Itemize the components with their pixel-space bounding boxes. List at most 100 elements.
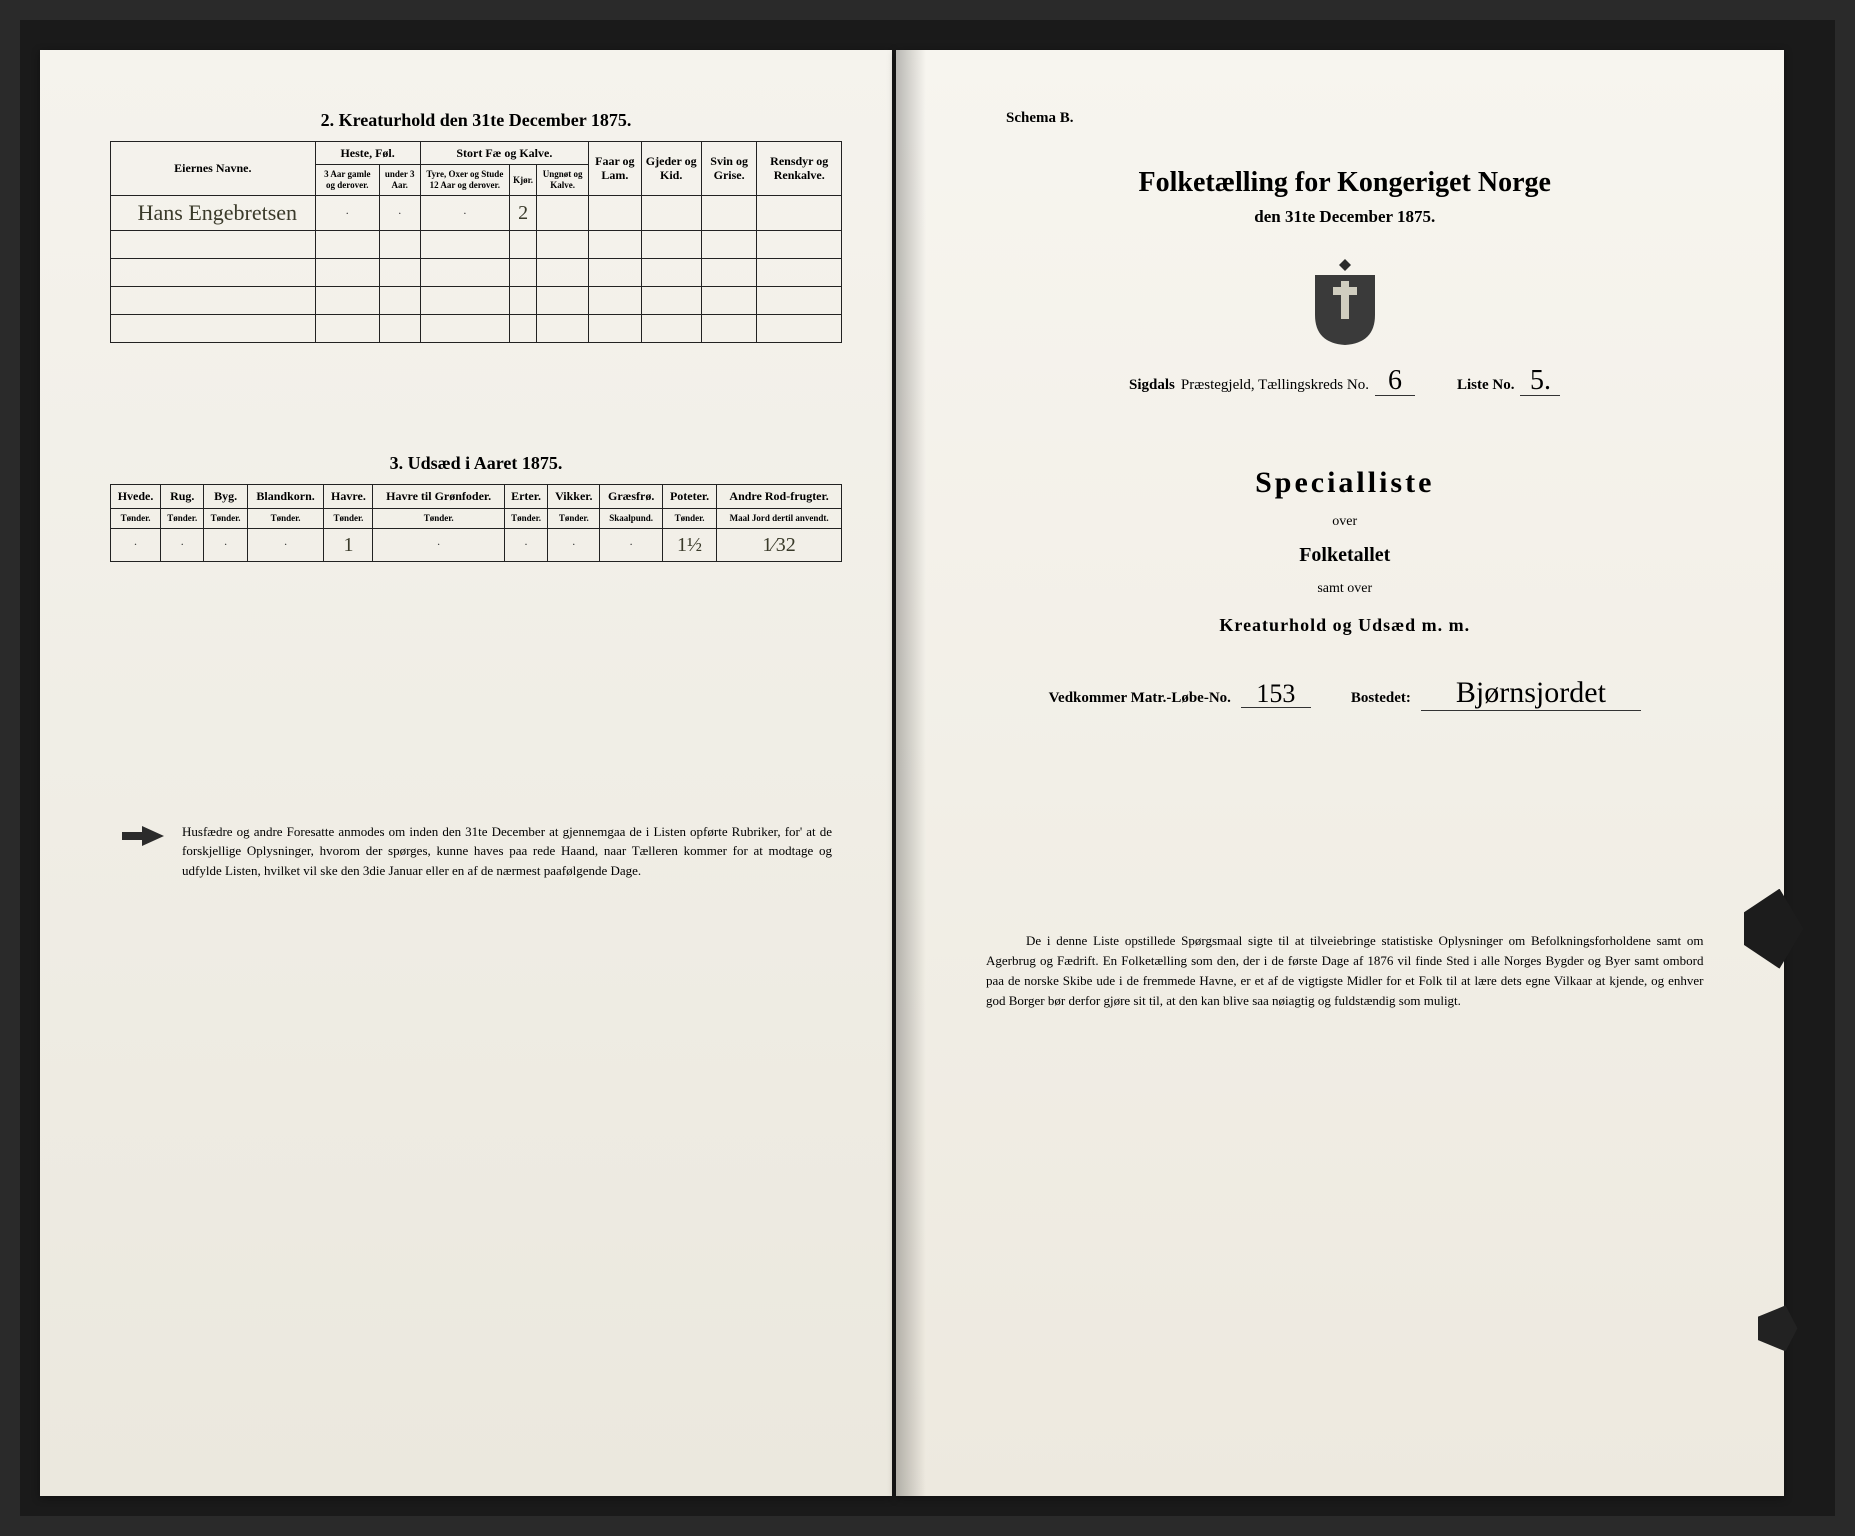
- col-cow: Kjør.: [510, 165, 537, 196]
- page-fold-icon: [1744, 889, 1804, 969]
- kreds-number: 6: [1375, 367, 1415, 396]
- cell: ·: [504, 528, 547, 561]
- table-row: Tønder. Tønder. Tønder. Tønder. Tønder. …: [111, 508, 842, 528]
- col-graesfro: Græsfrø.: [600, 485, 663, 508]
- col-vikker: Vikker.: [548, 485, 600, 508]
- col-bull: Tyre, Oxer og Stude 12 Aar og derover.: [420, 165, 510, 196]
- col-cattle: Stort Fæ og Kalve.: [420, 142, 589, 165]
- col-pigs: Svin og Grise.: [701, 142, 757, 196]
- unit: Maal Jord dertil anvendt.: [717, 508, 842, 528]
- unit: Tønder.: [111, 508, 161, 528]
- right-page: Schema B. Folketælling for Kongeriget No…: [896, 50, 1784, 1496]
- sowing-table: Hvede. Rug. Byg. Blandkorn. Havre. Havre…: [110, 484, 842, 561]
- samt-label: samt over: [966, 581, 1724, 597]
- cell: ·: [600, 528, 663, 561]
- unit: Tønder.: [247, 508, 324, 528]
- folketallet-label: Folketallet: [966, 544, 1724, 567]
- col-andre: Andre Rod-frugter.: [717, 485, 842, 508]
- matr-label: Vedkommer Matr.-Løbe-No.: [1049, 690, 1231, 707]
- cell: 1⁄32: [717, 528, 842, 561]
- col-calf: Ungnøt og Kalve.: [537, 165, 589, 196]
- left-footnote: Husfædre og andre Foresatte anmodes om i…: [110, 822, 842, 881]
- cell: 2: [510, 195, 537, 230]
- census-title: Folketælling for Kongeriget Norge: [966, 167, 1724, 199]
- unit: Tønder.: [662, 508, 716, 528]
- cell: ·: [315, 195, 379, 230]
- col-goats: Gjeder og Kid.: [641, 142, 701, 196]
- over-label: over: [966, 514, 1724, 530]
- schema-label: Schema B.: [1006, 110, 1724, 127]
- cell: [757, 195, 842, 230]
- cell: ·: [204, 528, 247, 561]
- liste-label: Liste No.: [1457, 377, 1515, 394]
- cell: [701, 195, 757, 230]
- table-row: [111, 259, 842, 287]
- matr-number: 153: [1241, 681, 1311, 708]
- specialliste-title: Specialliste: [966, 466, 1724, 500]
- footnote-text: Husfædre og andre Foresatte anmodes om i…: [182, 822, 832, 881]
- section2-title: 2. Kreaturhold den 31te December 1875.: [110, 110, 842, 131]
- table-row: Eiernes Navne. Heste, Føl. Stort Fæ og K…: [111, 142, 842, 165]
- col-hvede: Hvede.: [111, 485, 161, 508]
- footnote-text: De i denne Liste opstillede Spørgsmaal s…: [986, 933, 1704, 1008]
- cell: [589, 195, 641, 230]
- kreatur-label: Kreaturhold og Udsæd m. m.: [966, 615, 1724, 636]
- parish-line: Sigdals Præstegjeld, Tællingskreds No. 6…: [966, 367, 1724, 396]
- table-row: Hans Engebretsen · · · 2: [111, 195, 842, 230]
- livestock-table: Eiernes Navne. Heste, Føl. Stort Fæ og K…: [110, 141, 842, 343]
- bosted-name: Bjørnsjordet: [1421, 676, 1641, 711]
- title-block: Folketælling for Kongeriget Norge den 31…: [966, 167, 1724, 711]
- col-blandkorn: Blandkorn.: [247, 485, 324, 508]
- col-byg: Byg.: [204, 485, 247, 508]
- col-havre-gron: Havre til Grønfoder.: [373, 485, 504, 508]
- col-havre: Havre.: [324, 485, 373, 508]
- unit: Tønder.: [373, 508, 504, 528]
- cell-owner: Hans Engebretsen: [111, 195, 316, 230]
- right-footnote: De i denne Liste opstillede Spørgsmaal s…: [966, 931, 1724, 1012]
- unit: Tønder.: [204, 508, 247, 528]
- bosted-label: Bostedet:: [1351, 690, 1411, 707]
- pointing-hand-icon: [120, 822, 168, 881]
- spacer: [110, 343, 842, 453]
- table-row: [111, 287, 842, 315]
- cell: [537, 195, 589, 230]
- cell: ·: [111, 528, 161, 561]
- left-page: 2. Kreaturhold den 31te December 1875. E…: [40, 50, 892, 1496]
- census-date: den 31te December 1875.: [966, 207, 1724, 227]
- col-poteter: Poteter.: [662, 485, 716, 508]
- table-row: [111, 315, 842, 343]
- col-erter: Erter.: [504, 485, 547, 508]
- cell: ·: [247, 528, 324, 561]
- parish-name: Sigdals: [1129, 377, 1175, 394]
- cell: ·: [548, 528, 600, 561]
- col-sheep: Faar og Lam.: [589, 142, 641, 196]
- cell: 1½: [662, 528, 716, 561]
- section3-title: 3. Udsæd i Aaret 1875.: [110, 453, 842, 474]
- col-reindeer: Rensdyr og Renkalve.: [757, 142, 842, 196]
- table-row: · · · · 1 · · · · 1½ 1⁄32: [111, 528, 842, 561]
- unit: Skaalpund.: [600, 508, 663, 528]
- cell: ·: [161, 528, 204, 561]
- col-horses: Heste, Føl.: [315, 142, 420, 165]
- cell: ·: [373, 528, 504, 561]
- unit: Tønder.: [548, 508, 600, 528]
- parish-label: Præstegjeld, Tællingskreds No.: [1181, 377, 1369, 394]
- cell: 1: [324, 528, 373, 561]
- matr-line: Vedkommer Matr.-Løbe-No. 153 Bostedet: B…: [966, 676, 1724, 711]
- table-row: Hvede. Rug. Byg. Blandkorn. Havre. Havre…: [111, 485, 842, 508]
- unit: Tønder.: [161, 508, 204, 528]
- col-owner: Eiernes Navne.: [111, 142, 316, 196]
- book-spread: 2. Kreaturhold den 31te December 1875. E…: [20, 20, 1835, 1516]
- col-horse-old: 3 Aar gamle og derover.: [315, 165, 379, 196]
- page-fold-icon: [1758, 1305, 1798, 1351]
- cell: ·: [379, 195, 420, 230]
- unit: Tønder.: [324, 508, 373, 528]
- liste-number: 5.: [1520, 367, 1560, 396]
- col-horse-young: under 3 Aar.: [379, 165, 420, 196]
- unit: Tønder.: [504, 508, 547, 528]
- cell: ·: [420, 195, 510, 230]
- table-row: [111, 231, 842, 259]
- coat-of-arms-icon: [1305, 257, 1385, 347]
- cell: [641, 195, 701, 230]
- col-rug: Rug.: [161, 485, 204, 508]
